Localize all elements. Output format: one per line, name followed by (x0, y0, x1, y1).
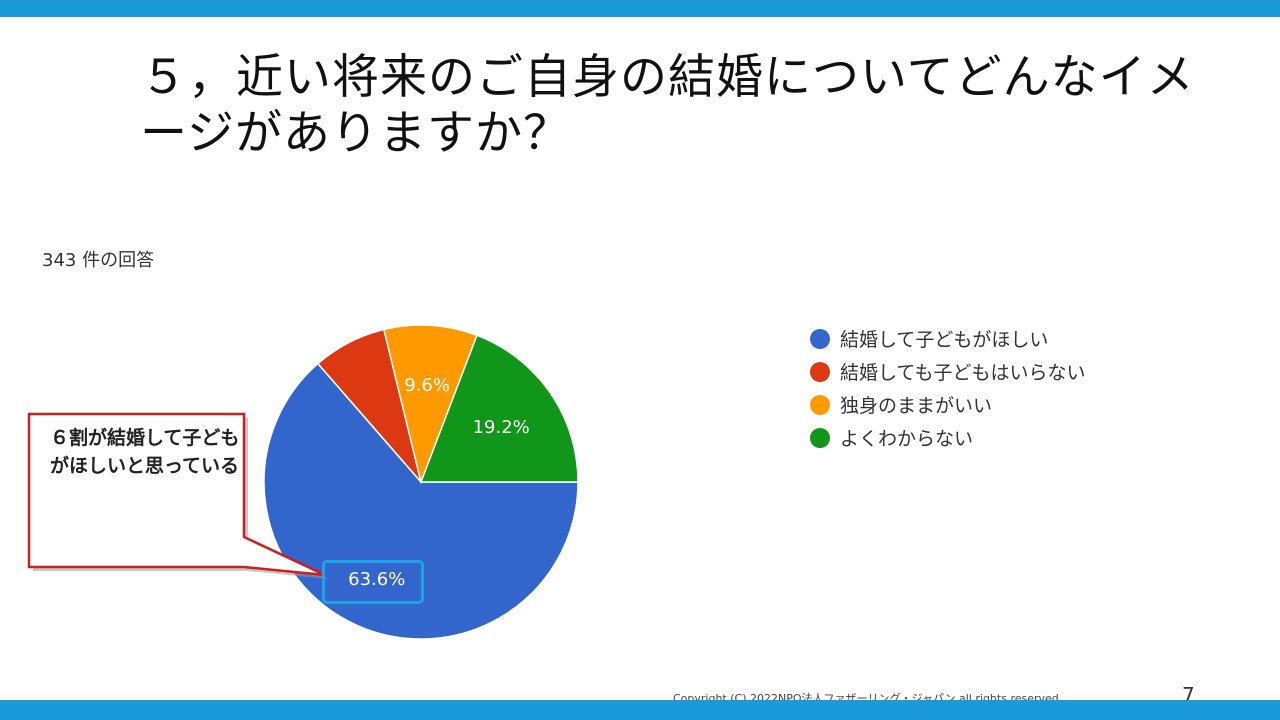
legend-swatch (810, 394, 830, 415)
legend-item: 結婚して子どもがほしい (810, 322, 1085, 355)
legend-swatch (810, 427, 830, 448)
chart-legend: 結婚して子どもがほしい 結婚しても子どもはいらない 独身のままがいい よくわから… (810, 322, 1085, 454)
highlight-box (322, 560, 424, 604)
legend-item: 独身のままがいい (810, 388, 1085, 421)
pie-slice (263, 362, 579, 640)
callout-box (27, 412, 326, 577)
callout-text: ６割が結婚して子どもがほしいと思っている (50, 427, 240, 477)
legend-item: よくわからない (810, 421, 1085, 454)
legend-label: 結婚しても子どもはいらない (840, 362, 1086, 384)
legend-label: 独身のままがいい (840, 395, 993, 417)
top-accent-bar (0, 0, 1280, 17)
pie-slice (382, 324, 478, 485)
bottom-accent-bar (0, 700, 1280, 720)
legend-label: よくわからない (840, 428, 974, 450)
legend-label: 結婚して子どもがほしい (840, 329, 1049, 351)
pie-data-label: 63.6% (348, 569, 405, 590)
pie-slice (419, 334, 579, 483)
legend-swatch (810, 328, 830, 349)
legend-swatch (810, 361, 830, 382)
pie-data-label: 19.2% (473, 417, 530, 438)
response-count: 343 件の回答 (42, 250, 155, 271)
legend-item: 結婚しても子どもはいらない (810, 355, 1085, 388)
slide-title: ５，近い将来のご自身の結婚についてどんなイメージがありますか？ (140, 50, 1195, 161)
pie-data-label: 9.6% (404, 375, 450, 396)
